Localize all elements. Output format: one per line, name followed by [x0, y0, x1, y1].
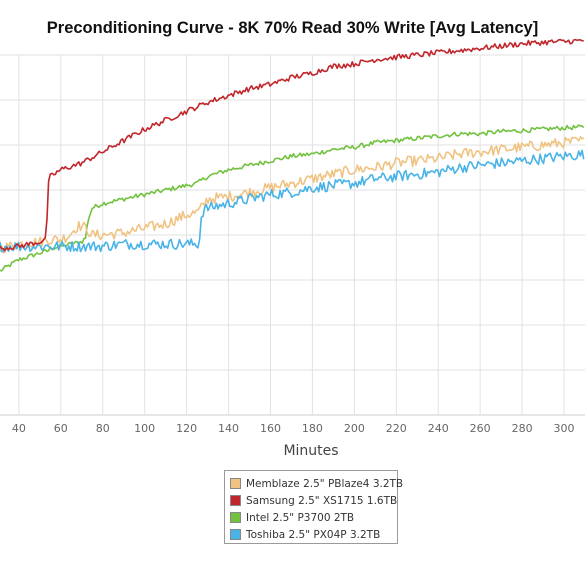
x-tick-labels: 40 60 80 100 120 140 160 180 200 220 240 260 280 300: [12, 422, 575, 435]
x-axis-title: Minutes: [283, 443, 338, 459]
grid-lines: [0, 54, 585, 416]
series-line: [0, 124, 585, 272]
x-tick-label: 40: [12, 422, 26, 435]
x-tick-label: 120: [176, 422, 197, 435]
x-tick-label: 300: [554, 422, 575, 435]
x-tick-label: 220: [386, 422, 407, 435]
legend-item[interactable]: Intel 2.5" P3700 2TB: [230, 509, 397, 526]
x-tick-label: 100: [134, 422, 155, 435]
legend-label: Memblaze 2.5" PBlaze4 3.2TB: [246, 477, 404, 490]
x-tick-label: 140: [218, 422, 239, 435]
series-line: [0, 136, 585, 254]
x-tick-label: 60: [54, 422, 68, 435]
legend-item[interactable]: Memblaze 2.5" PBlaze4 3.2TB: [230, 475, 403, 492]
legend-item[interactable]: Toshiba 2.5" PX04P 3.2TB: [230, 526, 397, 543]
x-tick-label: 280: [512, 422, 533, 435]
chart-title: Preconditioning Curve - 8K 70% Read 30% …: [46, 19, 539, 37]
x-tick-label: 240: [428, 422, 449, 435]
legend-swatch: [230, 478, 241, 489]
legend-item[interactable]: Samsung 2.5" XS1715 1.6TB: [230, 492, 397, 509]
x-tick-label: 180: [302, 422, 323, 435]
x-tick-label: 260: [470, 422, 491, 435]
series-line: [0, 149, 585, 253]
chart-legend: Memblaze 2.5" PBlaze4 3.2TB Samsung 2.5" …: [224, 470, 403, 544]
legend-swatch: [230, 495, 241, 506]
legend-label: Samsung 2.5" XS1715 1.6TB: [246, 494, 398, 507]
legend-label: Intel 2.5" P3700 2TB: [246, 511, 355, 524]
series-lines: [0, 38, 585, 272]
x-tick-label: 160: [260, 422, 281, 435]
legend-label: Toshiba 2.5" PX04P 3.2TB: [246, 528, 381, 541]
series-line: [0, 38, 584, 252]
x-tick-label: 200: [344, 422, 365, 435]
legend-swatch: [230, 512, 241, 523]
legend-swatch: [230, 529, 241, 540]
x-tick-label: 80: [96, 422, 110, 435]
